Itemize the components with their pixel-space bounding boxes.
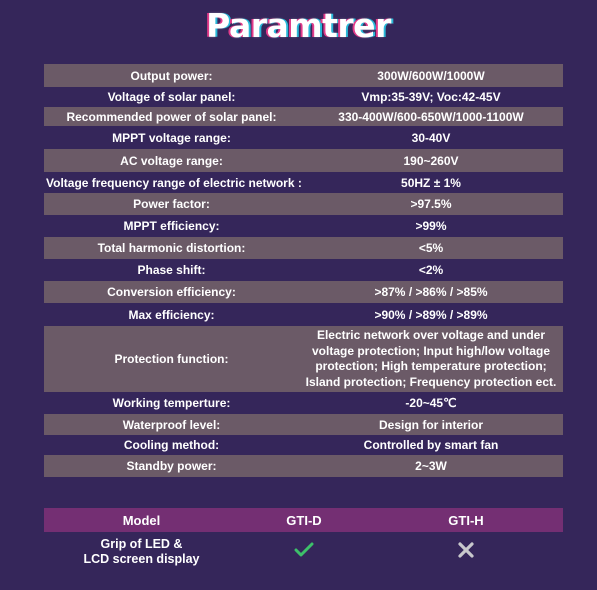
param-row: AC voltage range: 190~260V — [44, 149, 563, 172]
param-value: <2% — [418, 263, 444, 277]
check-icon — [294, 542, 314, 557]
param-label: MPPT voltage range: — [112, 130, 231, 145]
cross-icon — [458, 542, 474, 558]
model-header-gti-h: GTI-H — [448, 512, 484, 528]
param-value: <5% — [418, 241, 444, 255]
param-value: 50HZ ± 1% — [401, 175, 461, 190]
param-row: Standby power: 2~3W — [44, 455, 563, 477]
param-label: Cooling method: — [123, 438, 220, 452]
parameter-table: Output power: 300W/600W/1000W Voltage of… — [44, 64, 563, 477]
param-row: Max efficiency: >90% / >89% / >89% — [44, 303, 563, 326]
param-label: Working temperture: — [112, 396, 231, 410]
model-comparison-table: Model GTI-D GTI-H Grip of LED & LCD scre… — [44, 508, 563, 572]
param-row: Waterproof level: Design for interior — [44, 414, 563, 435]
param-value: 330-400W/600-650W/1000-1100W — [338, 109, 524, 124]
param-label: Conversion efficiency: — [107, 285, 236, 299]
param-value: 300W/600W/1000W — [377, 68, 485, 83]
param-row: MPPT voltage range: 30-40V — [44, 126, 563, 149]
param-label: Voltage frequency range of electric netw… — [46, 175, 302, 190]
feature-label-line: Grip of LED & — [100, 537, 183, 551]
param-value-line: protection; High temperature protection; — [315, 359, 547, 373]
param-row: Voltage of solar panel: Vmp:35-39V; Voc:… — [44, 87, 563, 107]
param-label: AC voltage range: — [120, 153, 223, 168]
param-row: Conversion efficiency: >87% / >86% / >85… — [44, 281, 563, 303]
feature-label-line: LCD screen display — [83, 552, 200, 566]
param-value: Controlled by smart fan — [363, 438, 499, 452]
param-value: >87% / >86% / >85% — [374, 285, 488, 299]
param-label: Power factor: — [133, 197, 210, 211]
gti-h-cell — [369, 542, 563, 562]
model-header-label: Model — [122, 512, 161, 528]
feature-label: Grip of LED & LCD screen display — [44, 537, 239, 567]
param-value: Electric network over voltage and under … — [299, 328, 563, 390]
param-value: >99% — [415, 219, 447, 233]
param-row: Working temperture: -20~45℃ — [44, 392, 563, 414]
param-value: >90% / >89% / >89% — [374, 307, 488, 322]
param-value: -20~45℃ — [405, 396, 457, 410]
model-table-row: Grip of LED & LCD screen display — [44, 532, 563, 572]
param-row: Output power: 300W/600W/1000W — [44, 64, 563, 87]
param-value: Design for interior — [378, 417, 483, 432]
param-row: MPPT efficiency: >99% — [44, 215, 563, 237]
param-label: Standby power: — [126, 459, 217, 473]
param-label: Voltage of solar panel: — [107, 90, 236, 104]
param-value-line: Island protection; Frequency protection … — [305, 374, 557, 389]
param-value: 30-40V — [411, 130, 451, 145]
param-value: >97.5% — [410, 197, 452, 211]
param-value: 2~3W — [415, 459, 447, 473]
param-label: Recommended power of solar panel: — [66, 109, 277, 124]
param-label: Output power: — [130, 68, 213, 83]
param-label: Protection function: — [114, 352, 229, 366]
param-row: Total harmonic distortion: <5% — [44, 237, 563, 259]
param-row: Voltage frequency range of electric netw… — [44, 172, 563, 193]
param-row: Phase shift: <2% — [44, 259, 563, 281]
param-row: Protection function: Electric network ov… — [44, 326, 563, 392]
param-label: Max efficiency: — [128, 307, 215, 322]
param-label: Total harmonic distortion: — [97, 241, 246, 255]
model-header-gti-d: GTI-D — [286, 512, 322, 528]
gti-d-cell — [239, 542, 369, 562]
param-value: 190~260V — [403, 153, 459, 168]
model-table-header: Model GTI-D GTI-H — [44, 508, 563, 532]
param-value: Vmp:35-39V; Voc:42-45V — [361, 90, 501, 104]
param-label: MPPT efficiency: — [123, 219, 220, 233]
param-label: Phase shift: — [137, 263, 206, 277]
param-row: Recommended power of solar panel: 330-40… — [44, 107, 563, 126]
param-value-line: Electric network over voltage and under — [316, 328, 546, 342]
param-row: Cooling method: Controlled by smart fan — [44, 435, 563, 455]
page-title: Paramtrer — [206, 6, 391, 45]
param-label: Waterproof level: — [122, 417, 221, 432]
param-value-line: voltage protection; Input high/low volta… — [312, 343, 550, 358]
param-row: Power factor: >97.5% — [44, 193, 563, 215]
